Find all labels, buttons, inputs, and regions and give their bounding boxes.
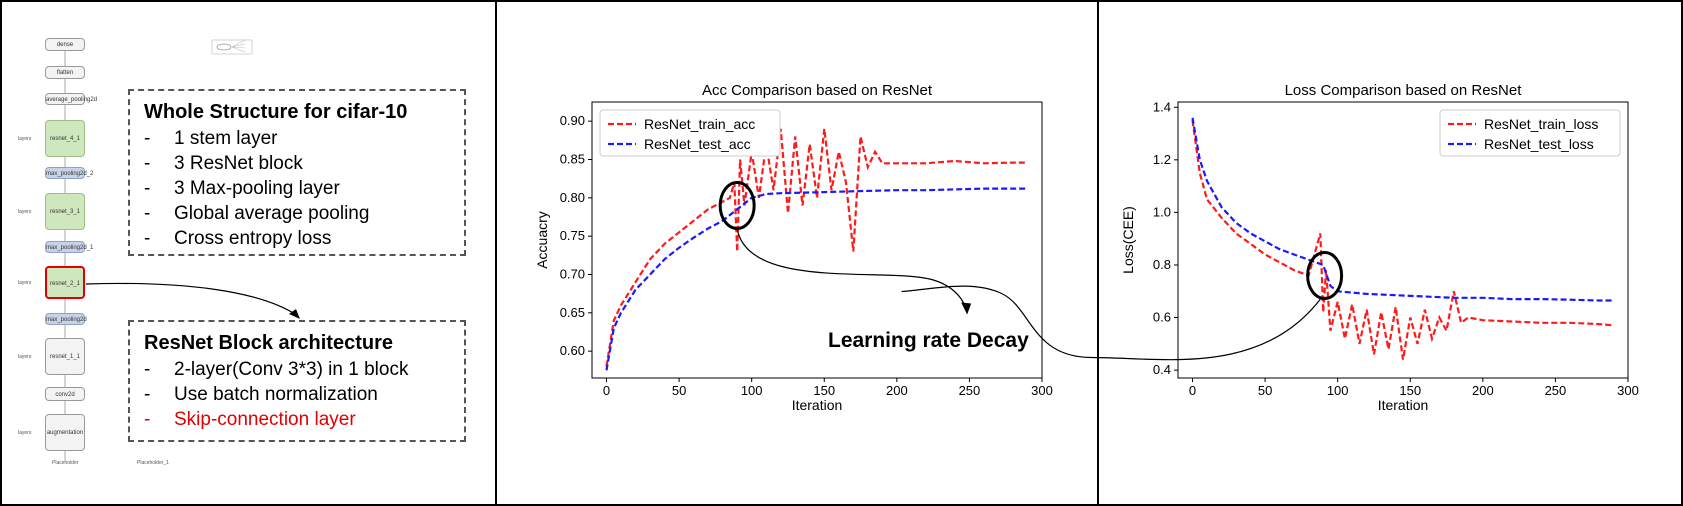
graph-node-highlight: resnet_2_1: [45, 266, 85, 299]
structure-box-title: Whole Structure for cifar-10: [144, 101, 408, 123]
graph-node: max_pooling2d_2: [45, 167, 93, 179]
structure-item: - Global average pooling: [144, 203, 370, 224]
graph-node: augmentation: [45, 414, 85, 451]
placeholder-label-2: Placeholder_1: [137, 460, 169, 466]
block-box: ResNet Block architecture -2-layer(Conv …: [128, 320, 466, 442]
structure-item: -3 ResNet block: [144, 153, 303, 174]
graph-node: conv2d: [45, 387, 85, 401]
annotation-text: Learning rate Decay: [828, 329, 1029, 352]
graph-side-label: layers: [18, 279, 32, 286]
graph-node: max_pooling2d_1: [45, 241, 93, 253]
graph-node: resnet_4_1: [45, 120, 85, 157]
graph-node: average_pooling2d: [45, 93, 97, 105]
block-item: -2-layer(Conv 3*3) in 1 block: [144, 359, 409, 380]
graph-node: resnet_3_1: [45, 193, 85, 230]
panel-right: [1097, 0, 1683, 506]
graph-node: flatten: [45, 66, 85, 79]
structure-item: -3 Max-pooling layer: [144, 178, 340, 199]
graph-node: max_pooling2d: [45, 313, 87, 325]
graph-side-label: layers: [18, 429, 32, 436]
structure-box: Whole Structure for cifar-10 -1 stem lay…: [128, 89, 466, 256]
structure-item: - Cross entropy loss: [144, 228, 332, 249]
graph-node: dense: [45, 38, 85, 51]
panel-middle: [495, 0, 1099, 506]
graph-side-label: layers: [18, 135, 32, 142]
block-item-highlight: - Skip-connection layer: [144, 409, 356, 430]
graph-side-label: layers: [18, 353, 32, 360]
graph-side-label: layers: [18, 208, 32, 215]
structure-item: -1 stem layer: [144, 128, 278, 149]
block-item: - Use batch normalization: [144, 384, 378, 405]
graph-node: resnet_1_1: [45, 338, 85, 375]
block-box-title: ResNet Block architecture: [144, 332, 393, 354]
placeholder-label: Placeholder: [52, 460, 79, 466]
